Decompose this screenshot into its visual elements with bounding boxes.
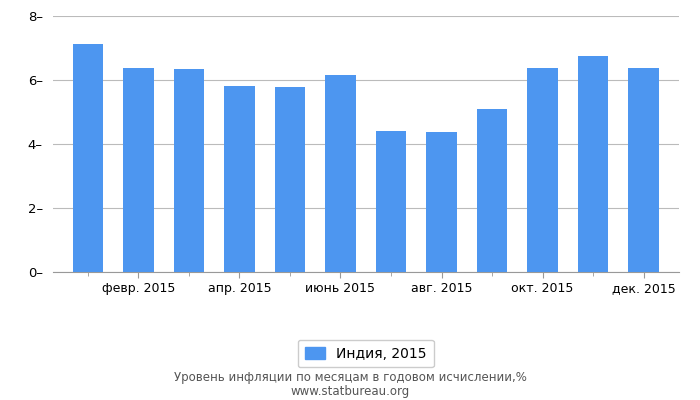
Bar — [224, 86, 255, 272]
Bar — [326, 74, 356, 272]
Bar — [123, 68, 153, 272]
Text: www.statbureau.org: www.statbureau.org — [290, 386, 410, 398]
Bar — [174, 70, 204, 272]
Bar — [578, 56, 608, 272]
Text: Уровень инфляции по месяцам в годовом исчислении,%: Уровень инфляции по месяцам в годовом ис… — [174, 372, 526, 384]
Legend: Индия, 2015: Индия, 2015 — [298, 340, 434, 368]
Bar — [629, 68, 659, 272]
Bar — [477, 109, 508, 272]
Bar — [376, 131, 406, 272]
Bar — [275, 87, 305, 272]
Bar — [527, 68, 558, 272]
Bar — [426, 132, 456, 272]
Bar — [73, 44, 103, 272]
